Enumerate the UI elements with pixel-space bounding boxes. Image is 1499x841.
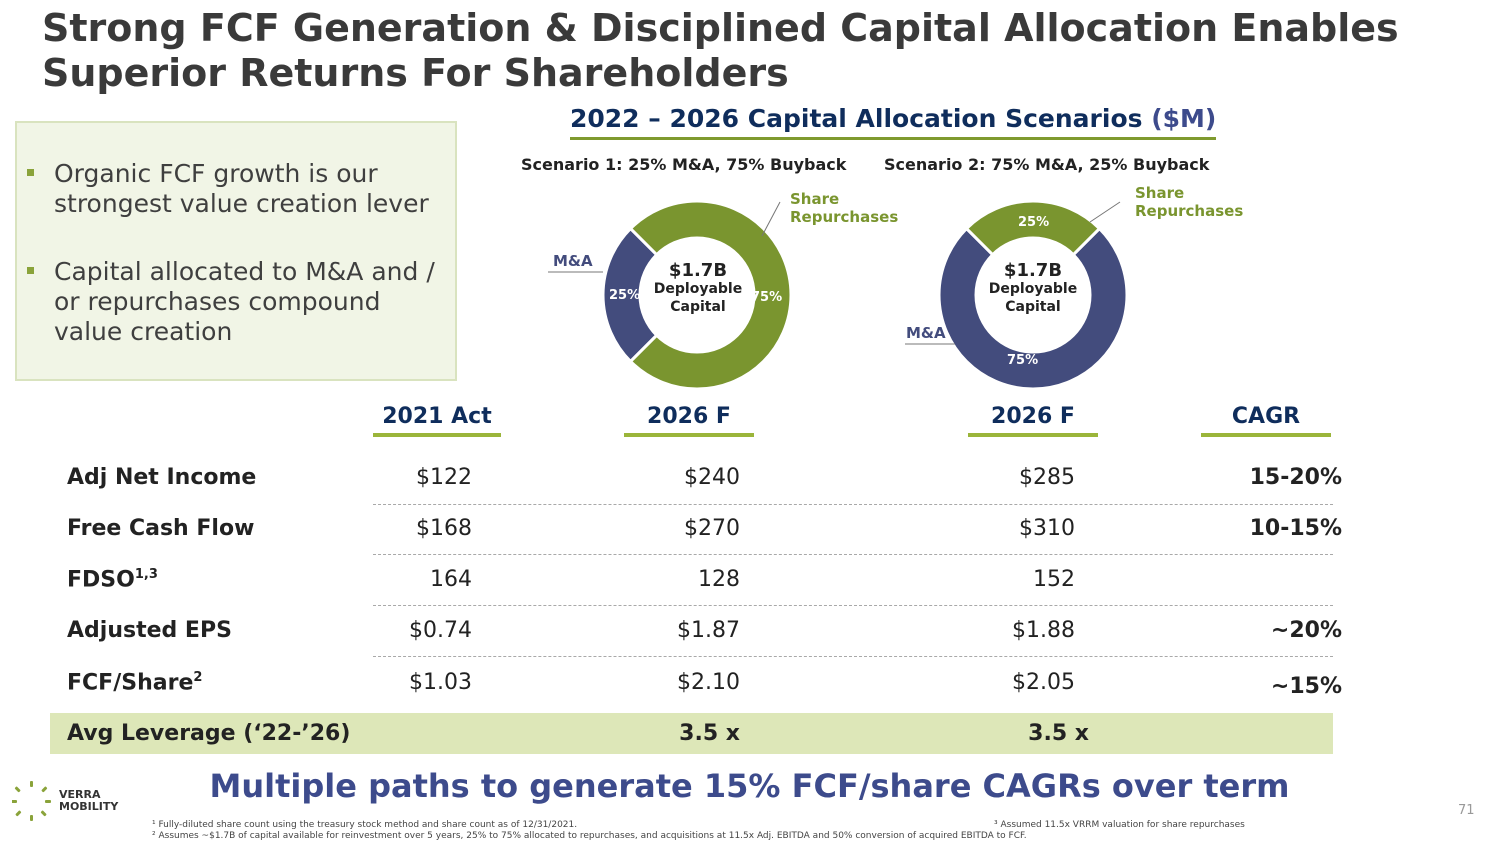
table-cell: $285 <box>1019 465 1075 490</box>
table-cell: 164 <box>430 567 472 592</box>
scenario2-ma-pct: 75% <box>1007 353 1039 368</box>
scenarios-heading: 2022 – 2026 Capital Allocation Scenarios… <box>570 104 1217 140</box>
scenario1-share-label: Share Repurchases <box>790 190 898 226</box>
scenario1-share-pct: 75% <box>751 290 783 305</box>
table-cell-cagr: 15-20% <box>1249 465 1342 490</box>
scenario2-share-label-line1: Share <box>1135 184 1185 202</box>
footnote-3: ³ Assumed 11.5x VRRM valuation for share… <box>994 820 1245 830</box>
ma-slice <box>938 226 1128 390</box>
bullet-text: Capital allocated to M&A and / or repurc… <box>54 257 435 346</box>
row-label-fcf-share-superscript: 2 <box>193 670 203 685</box>
bottom-line-message: Multiple paths to generate 15% FCF/share… <box>209 767 1290 805</box>
scenario1-center-line2: Deployable <box>653 281 743 297</box>
scenario1-center-line3: Capital <box>670 299 726 315</box>
logo-text-line1: VERRA <box>59 788 101 801</box>
table-cell: $2.10 <box>677 670 740 695</box>
scenario1-share-label-line1: Share <box>790 190 840 208</box>
verra-mobility-logo: VERRA MOBILITY <box>12 780 122 821</box>
table-cell-leverage: 3.5 x <box>679 721 740 746</box>
row-label-fdso-superscript: 1,3 <box>134 567 158 582</box>
column-header-2021-act: 2021 Act <box>373 404 501 437</box>
scenario2-center-amount: $1.7B <box>1003 260 1063 281</box>
scenario2-center-line3: Capital <box>1005 299 1061 315</box>
table-cell: $122 <box>416 465 472 490</box>
row-divider <box>373 605 1333 606</box>
footnote-1: ¹ Fully-diluted share count using the tr… <box>152 820 578 830</box>
bullet-square-icon <box>27 267 34 274</box>
bullet-item: Capital allocated to M&A and / or repurc… <box>27 257 454 347</box>
table-cell: $270 <box>684 516 740 541</box>
row-label-free-cash-flow: Free Cash Flow <box>67 516 255 541</box>
scenario2-share-label-line2: Repurchases <box>1135 202 1244 220</box>
scenario2-center-text: $1.7B Deployable Capital <box>983 262 1083 316</box>
scenario2-ma-label: M&A <box>906 324 946 342</box>
table-cell: $1.87 <box>677 618 740 643</box>
row-divider <box>373 656 1333 657</box>
table-cell-cagr: ~20% <box>1270 618 1342 643</box>
scenario2-label: Scenario 2: 75% M&A, 25% Buyback <box>884 155 1210 174</box>
scenarios-heading-text: 2022 – 2026 Capital Allocation Scenarios <box>570 104 1143 133</box>
row-divider <box>373 504 1333 505</box>
row-divider <box>373 554 1333 555</box>
page-number: 71 <box>1458 803 1475 818</box>
row-label-fdso: FDSO1,3 <box>67 567 158 592</box>
table-cell: 152 <box>1033 567 1075 592</box>
column-header-cagr: CAGR <box>1201 404 1331 437</box>
scenario1-ma-label: M&A <box>553 252 593 270</box>
row-label-adjusted-eps: Adjusted EPS <box>67 618 232 643</box>
table-cell: 128 <box>698 567 740 592</box>
row-label-fdso-text: FDSO <box>67 567 135 593</box>
donut-leader-lines <box>548 201 1121 345</box>
table-cell-leverage: 3.5 x <box>1028 721 1089 746</box>
bullet-item: Organic FCF growth is our strongest valu… <box>27 159 454 219</box>
scenario2-donut-chart <box>938 200 1128 390</box>
share-leader-line-1 <box>761 201 781 237</box>
scenario2-share-label: Share Repurchases <box>1135 184 1243 220</box>
share-leader-line-2 <box>1089 201 1121 223</box>
logo-mark-icon <box>12 781 51 821</box>
share-repurchases-slice <box>628 200 792 390</box>
column-header-2026f-scenario1: 2026 F <box>624 404 754 437</box>
column-header-2026f-scenario2: 2026 F <box>968 404 1098 437</box>
table-cell: $0.74 <box>409 618 472 643</box>
scenario1-center-text: $1.7B Deployable Capital <box>647 262 749 316</box>
footnote-2: ² Assumes ~$1.7B of capital available fo… <box>152 831 1027 841</box>
table-cell: $168 <box>416 516 472 541</box>
leverage-highlight-bar <box>50 713 1333 754</box>
scenario1-center-amount: $1.7B <box>668 260 728 281</box>
scenario1-share-label-line2: Repurchases <box>790 208 899 226</box>
scenario1-ma-pct: 25% <box>609 288 641 303</box>
table-cell-cagr: ~15% <box>1270 674 1342 699</box>
table-cell: $310 <box>1019 516 1075 541</box>
bullet-square-icon <box>27 169 34 176</box>
row-label-avg-leverage: Avg Leverage (‘22-’26) <box>67 721 351 746</box>
key-points-box: Organic FCF growth is our strongest valu… <box>15 121 457 381</box>
table-cell: $1.03 <box>409 670 472 695</box>
scenario1-donut-chart <box>602 200 792 390</box>
table-cell: $240 <box>684 465 740 490</box>
table-cell: $2.05 <box>1012 670 1075 695</box>
scenario2-share-pct: 25% <box>1018 215 1050 230</box>
scenario2-center-line2: Deployable <box>988 281 1078 297</box>
table-cell-cagr: 10-15% <box>1249 516 1342 541</box>
scenarios-unit: ($M) <box>1151 104 1217 133</box>
page-title: Strong FCF Generation & Disciplined Capi… <box>42 6 1399 95</box>
table-cell: $1.88 <box>1012 618 1075 643</box>
row-label-fcf-share-text: FCF/Share <box>67 670 194 696</box>
bullet-text: Organic FCF growth is our strongest valu… <box>54 159 429 218</box>
share-repurchases-slice <box>964 200 1102 257</box>
scenario1-label: Scenario 1: 25% M&A, 75% Buyback <box>521 155 847 174</box>
row-label-fcf-share: FCF/Share2 <box>67 670 202 695</box>
row-label-adj-net-income: Adj Net Income <box>67 465 257 490</box>
logo-text-line2: MOBILITY <box>59 800 119 813</box>
